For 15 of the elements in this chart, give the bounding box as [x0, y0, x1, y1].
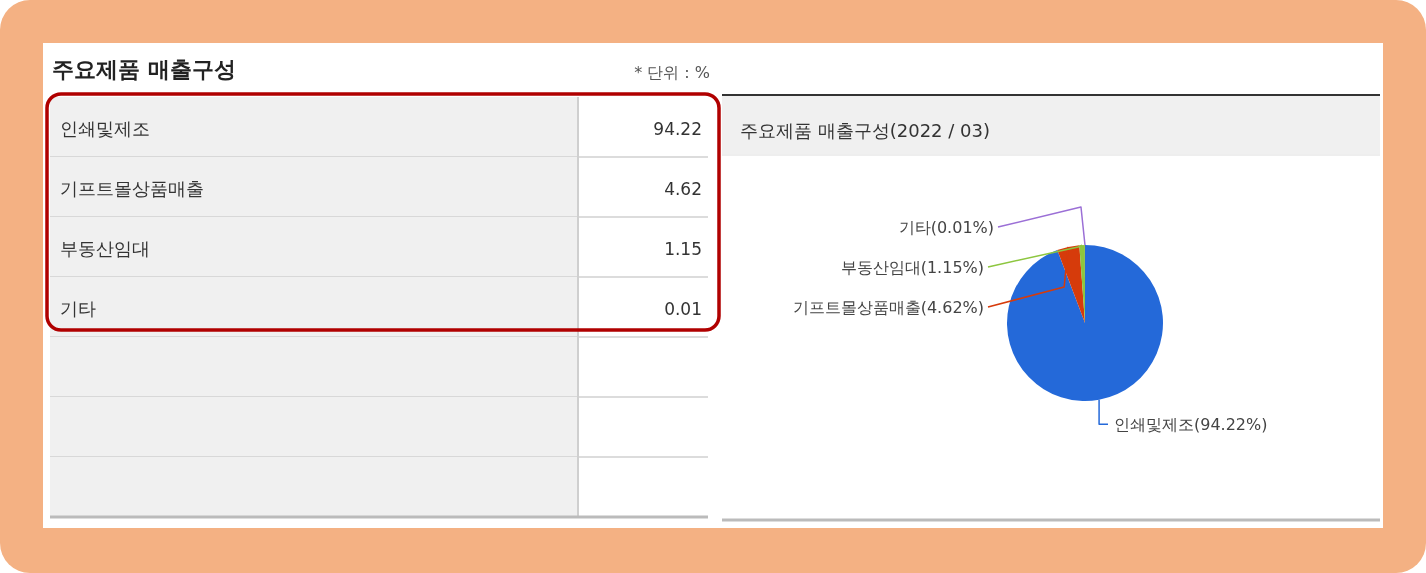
data-label: 0.01	[664, 299, 702, 319]
slice-label: 기프트몰상품매출(4.62%)	[792, 298, 984, 317]
text: 주요제품 매출구성	[52, 57, 236, 82]
category-label: 인쇄및제조	[60, 118, 150, 139]
text: * 단위 : %	[634, 63, 710, 82]
slice-label: 인쇄및제조(94.22%)	[1114, 415, 1268, 435]
chart-title: 주요제품 매출구성(2022 / 03)	[740, 120, 990, 141]
category-label: 기프트몰상품매출	[60, 178, 204, 199]
data-label: 4.62	[664, 179, 702, 199]
category-label: 기타	[60, 298, 96, 319]
category-label: 부동산임대	[60, 238, 150, 259]
slice-label: 부동산임대(1.15%)	[840, 258, 984, 277]
slice-label: 기타(0.01%)	[898, 218, 994, 237]
data-label: 1.15	[664, 239, 702, 259]
data-label: 94.22	[653, 119, 702, 139]
